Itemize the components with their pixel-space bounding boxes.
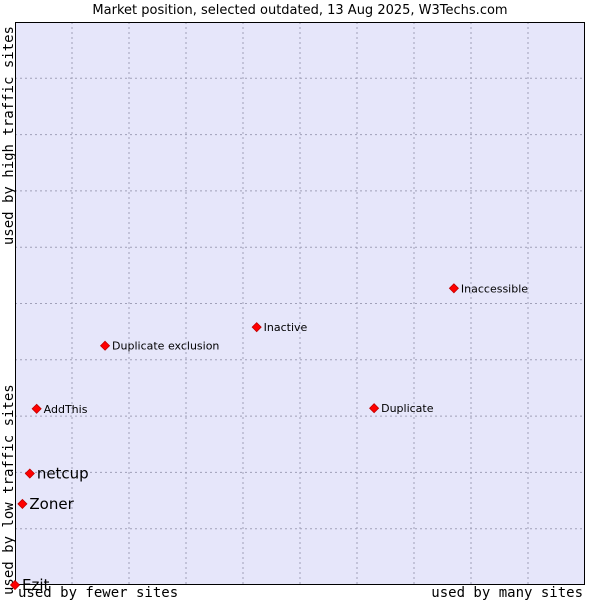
data-point-marker [31, 403, 42, 414]
data-point-marker [24, 468, 35, 479]
data-point-marker [369, 403, 380, 414]
data-point-label: netcup [37, 465, 89, 483]
plot-border [15, 22, 585, 585]
y-axis-bottom-label: used by low traffic sites [1, 384, 17, 595]
x-axis-right-label: used by many sites [431, 585, 583, 600]
data-point-label: Zoner [29, 495, 74, 513]
data-point-label: Inactive [264, 321, 308, 334]
data-point-label: AddThis [44, 403, 88, 416]
data-point-label: Ezit [22, 576, 50, 594]
x-axis-left-label: used by fewer sites [18, 585, 178, 600]
data-point-label: Duplicate [381, 402, 434, 415]
chart-title: Market position, selected outdated, 13 A… [92, 3, 507, 18]
data-point-label: Duplicate exclusion [112, 340, 219, 353]
data-point-marker [251, 322, 262, 333]
data-point-label: Inaccessible [461, 282, 528, 295]
data-point-marker [17, 498, 28, 509]
data-points: Ezit Zoner netcup AddThis Duplicate exclusio… [9, 282, 528, 594]
grid [15, 22, 585, 585]
data-point-marker [99, 340, 111, 351]
y-axis-top-label: used by high traffic sites [1, 26, 17, 245]
data-point-marker [448, 283, 459, 294]
data-point-marker [9, 579, 21, 591]
